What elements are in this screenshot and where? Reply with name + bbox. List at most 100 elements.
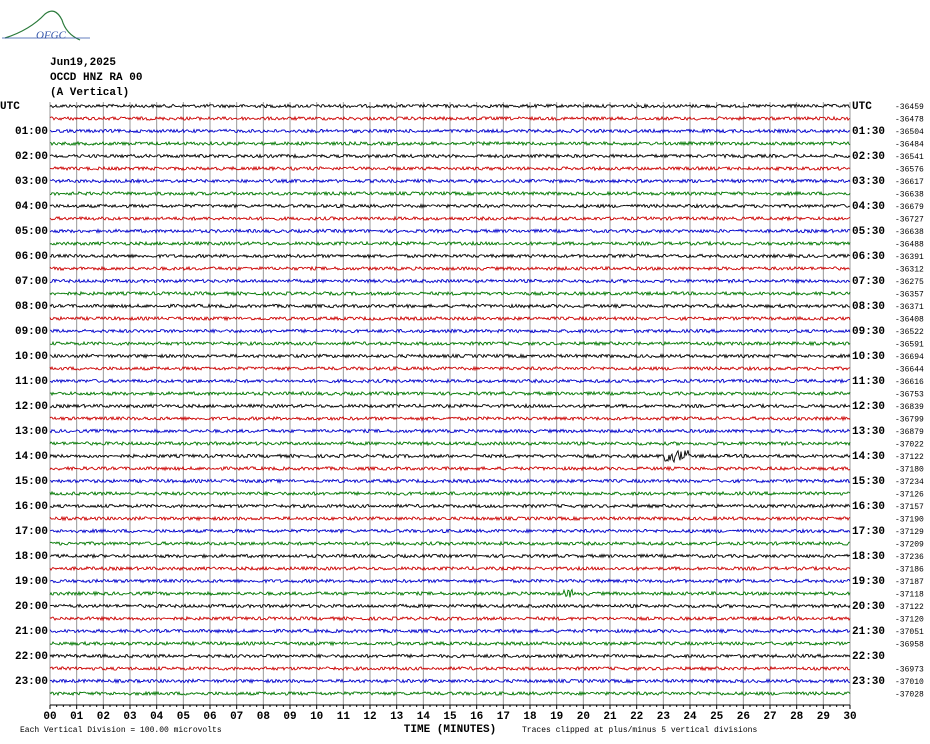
trace [49, 565, 851, 572]
offset-label: -37180 [895, 466, 924, 475]
left-label: UTC [0, 101, 20, 113]
offset-label: -36753 [895, 391, 924, 400]
x-tick-label: 25 [710, 711, 724, 723]
offset-label: -36488 [895, 241, 924, 250]
offset-label: -37051 [895, 628, 924, 637]
x-tick-label: 17 [497, 711, 510, 723]
trace [49, 628, 851, 635]
left-label: 22:00 [15, 651, 48, 663]
offset-label: -36478 [895, 116, 924, 125]
left-label: 03:00 [15, 176, 48, 188]
right-label: UTC [852, 101, 872, 113]
offset-label: -36694 [895, 353, 924, 362]
x-tick-label: 24 [683, 711, 697, 723]
left-label: 16:00 [15, 501, 48, 513]
x-tick-label: 01 [70, 711, 84, 723]
offset-label: -36541 [895, 153, 924, 162]
left-label: 02:00 [15, 151, 48, 163]
trace [49, 640, 850, 647]
trace [49, 665, 851, 672]
left-label: 23:00 [15, 676, 48, 688]
trace [49, 253, 851, 260]
trace [49, 303, 851, 310]
trace [49, 228, 851, 234]
trace [49, 240, 851, 247]
trace [49, 128, 851, 135]
x-tick-label: 06 [203, 711, 216, 723]
offset-label: -36275 [895, 278, 924, 287]
left-label: 01:00 [15, 126, 48, 138]
trace [49, 290, 851, 297]
left-label: 12:00 [15, 401, 48, 413]
offset-label: -36484 [895, 141, 924, 150]
right-label: 11:30 [852, 376, 885, 388]
offset-label: -37186 [895, 566, 924, 575]
right-label: 04:30 [852, 201, 885, 213]
x-axis-label: TIME (MINUTES) [404, 724, 496, 736]
x-tick-label: 05 [177, 711, 191, 723]
right-label: 18:30 [852, 551, 885, 563]
x-tick-label: 22 [630, 711, 643, 723]
trace [49, 203, 851, 209]
offset-label: -36391 [895, 253, 924, 262]
right-label: 17:30 [852, 526, 885, 538]
trace [49, 528, 851, 534]
x-tick-label: 27 [763, 711, 776, 723]
left-label: 17:00 [15, 526, 48, 538]
left-label: 20:00 [15, 601, 48, 613]
trace [49, 278, 851, 284]
offset-label: -37010 [895, 678, 924, 687]
offset-label: -36357 [895, 291, 924, 300]
x-tick-label: 20 [577, 711, 590, 723]
offset-label: -37126 [895, 491, 924, 500]
left-label: 08:00 [15, 301, 48, 313]
x-tick-label: 26 [737, 711, 750, 723]
right-label: 09:30 [852, 326, 885, 338]
right-label: 20:30 [852, 601, 885, 613]
offset-label: -36576 [895, 166, 924, 175]
right-label: 06:30 [852, 251, 885, 263]
left-label: 13:00 [15, 426, 48, 438]
left-label: 14:00 [15, 451, 48, 463]
offset-label: -37129 [895, 528, 924, 537]
x-tick-label: 19 [550, 711, 563, 723]
right-label: 16:30 [852, 501, 885, 513]
trace [49, 478, 851, 485]
offset-label: -36638 [895, 228, 924, 237]
trace [49, 265, 851, 272]
trace [49, 653, 851, 659]
right-label: 14:30 [852, 451, 885, 463]
trace [49, 449, 851, 464]
trace [49, 328, 851, 334]
left-label: 04:00 [15, 201, 48, 213]
left-label: 05:00 [15, 226, 48, 238]
offset-label: -37118 [895, 591, 924, 600]
trace [49, 690, 851, 697]
offset-label: -36459 [895, 103, 924, 112]
left-label: 18:00 [15, 551, 48, 563]
x-tick-label: 29 [817, 711, 830, 723]
right-label: 07:30 [852, 276, 885, 288]
trace [49, 178, 851, 184]
offset-label: -36616 [895, 378, 924, 387]
left-label: 07:00 [15, 276, 48, 288]
trace [49, 390, 851, 397]
right-label: 21:30 [852, 626, 885, 638]
trace [49, 378, 850, 384]
offset-label: -36408 [895, 316, 924, 325]
offset-label: -36727 [895, 216, 924, 225]
offset-label: -37234 [895, 478, 924, 487]
trace [49, 588, 851, 598]
x-tick-label: 16 [470, 711, 483, 723]
logo-text: OFGC [36, 30, 67, 42]
offset-label: -36958 [895, 641, 924, 650]
offset-label: -36504 [895, 128, 924, 137]
right-label: 23:30 [852, 676, 885, 688]
x-tick-label: 30 [843, 711, 856, 723]
right-label: 13:30 [852, 426, 885, 438]
trace [49, 465, 851, 472]
offset-label: -37122 [895, 453, 924, 462]
footer-left: Each Vertical Division = 100.00 microvol… [20, 726, 222, 735]
right-label: 02:30 [852, 151, 885, 163]
